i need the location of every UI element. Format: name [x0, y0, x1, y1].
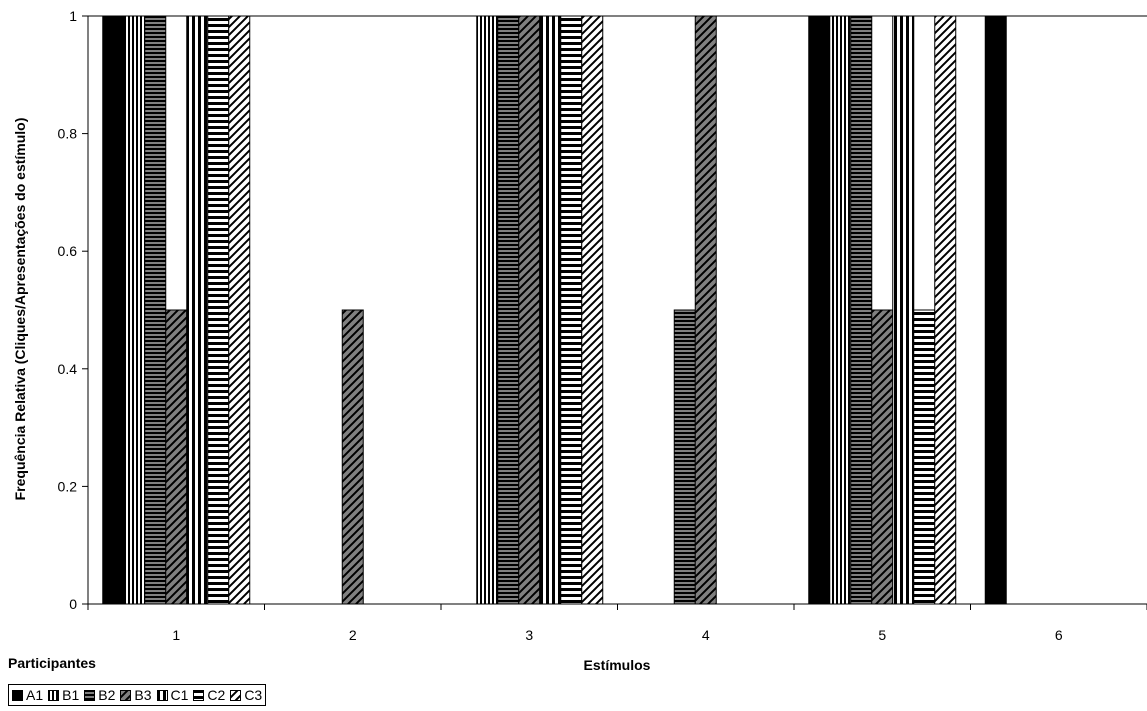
bar-B1-5	[829, 15, 852, 605]
y-tick-label: 0.6	[58, 243, 78, 259]
y-tick-label: 0.2	[58, 478, 78, 494]
bar-B3-5	[871, 309, 894, 605]
bar-B3-1	[165, 309, 188, 605]
legend-label: B1	[62, 687, 80, 703]
bar-C3-5	[934, 15, 957, 605]
legend-swatch-B1	[48, 689, 60, 701]
legend-item-C3: C3	[230, 687, 262, 703]
legend-item-B3: B3	[120, 687, 152, 703]
legend-item-B1: B1	[48, 687, 79, 703]
legend-item-C1: C1	[156, 687, 189, 703]
legend-swatch-A1	[12, 689, 23, 701]
x-tick-label: 5	[878, 627, 886, 643]
legend-label: C3	[244, 687, 263, 703]
bar-B1-1	[123, 15, 146, 605]
x-tick-label: 3	[525, 627, 533, 643]
axes-layer: 0 0.2 0.4 0.6 0.8 1 1 2 3 4 5 6	[58, 8, 1147, 643]
y-tick-label: 0	[69, 596, 77, 612]
legend-swatch-C2	[193, 689, 205, 701]
legend-swatch-B2	[84, 689, 96, 701]
bar-C2-3	[560, 15, 583, 605]
y-tick-label: 0.8	[58, 126, 78, 142]
x-tick-label: 6	[1055, 627, 1063, 643]
legend: A1 B1 B2 B3 C1 C2 C3	[8, 684, 267, 706]
bar-A1-1	[102, 15, 125, 605]
bar-B2-4	[673, 309, 696, 605]
bar-B3-4	[694, 15, 717, 605]
bar-C3-3	[581, 15, 604, 605]
bar-C1-3	[539, 15, 562, 605]
legend-title: Participantes	[8, 655, 96, 671]
bar-C2-5	[913, 309, 936, 605]
y-tick-label: 1	[69, 8, 77, 24]
legend-label: C2	[207, 687, 226, 703]
bar-C1-5	[892, 15, 915, 605]
bar-C1-1	[186, 15, 209, 605]
bar-B2-3	[497, 15, 520, 605]
y-axis-title: Frequência Relativa (Cliques/Apresentaçõ…	[12, 118, 28, 501]
legend-label: B3	[134, 687, 152, 703]
bar-A1-5	[808, 15, 831, 605]
legend-label: C1	[170, 687, 189, 703]
bar-B3-2	[341, 309, 364, 605]
legend-item-C2: C2	[193, 687, 225, 703]
x-tick-label: 4	[702, 627, 710, 643]
x-axis-title: Estímulos	[584, 657, 651, 673]
legend-swatch-C1	[156, 689, 168, 701]
bar-B3-3	[518, 15, 541, 605]
legend-label: A1	[26, 687, 44, 703]
bar-B2-1	[144, 15, 167, 605]
x-tick-label: 1	[172, 627, 180, 643]
bar-B2-5	[850, 15, 873, 605]
legend-item-A1: A1	[12, 687, 43, 703]
legend-item-B2: B2	[84, 687, 115, 703]
x-tick-label: 2	[349, 627, 357, 643]
legend-swatch-C3	[230, 689, 242, 701]
legend-swatch-B3	[120, 689, 132, 701]
bars-layer	[102, 15, 1007, 605]
legend-label: B2	[98, 687, 116, 703]
bar-B1-3	[476, 15, 499, 605]
bar-C3-1	[228, 15, 251, 605]
bar-C2-1	[207, 15, 230, 605]
y-tick-label: 0.4	[58, 361, 78, 377]
bar-A1-6	[984, 15, 1007, 605]
